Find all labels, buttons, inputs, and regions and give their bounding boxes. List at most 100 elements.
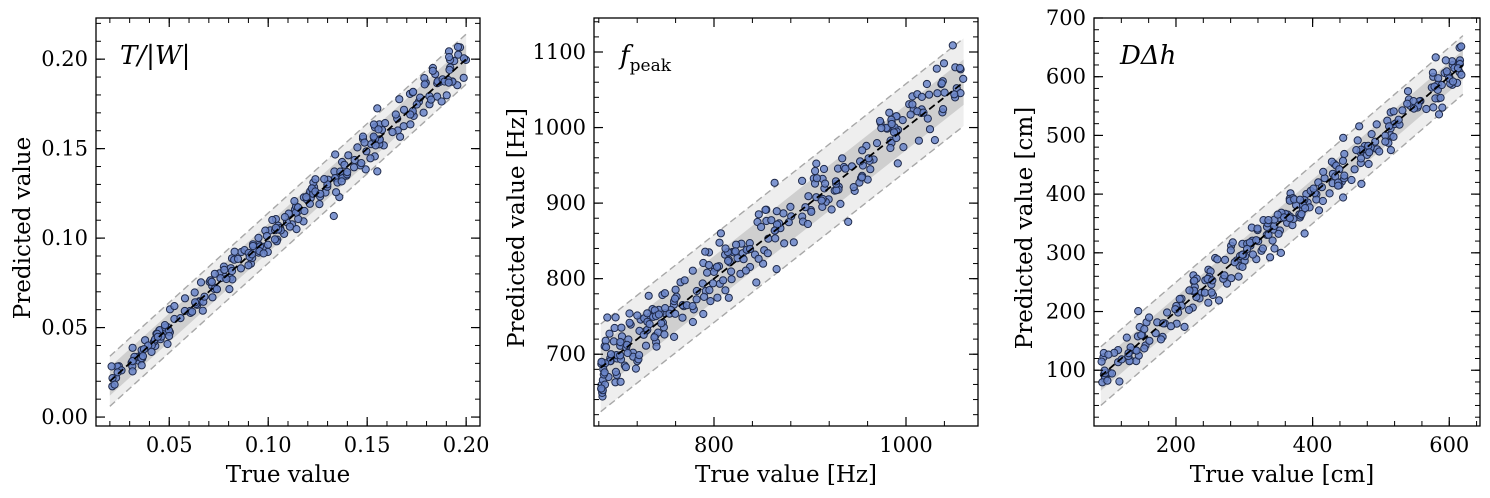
outer-band-upper-line [600, 37, 965, 325]
data-point [811, 166, 820, 176]
y-tick-label: 200 [1046, 300, 1086, 324]
data-point [752, 278, 761, 287]
data-point [877, 124, 886, 133]
data-point [198, 306, 207, 315]
data-point [420, 80, 429, 89]
data-point [1339, 133, 1348, 142]
data-point [670, 294, 680, 303]
x-tick-label: 0.15 [344, 433, 391, 457]
data-point [191, 298, 200, 307]
plot-frame [593, 17, 979, 427]
data-point [1107, 369, 1117, 378]
y-tick-label: 0.15 [41, 137, 88, 161]
data-point [959, 74, 968, 84]
data-point [1335, 165, 1344, 174]
data-point [605, 329, 614, 338]
data-point [259, 249, 268, 258]
data-point [731, 247, 740, 256]
data-point [1185, 286, 1194, 295]
data-point [315, 200, 324, 209]
data-point [757, 222, 766, 232]
data-point [1372, 120, 1381, 129]
data-point [645, 320, 654, 329]
data-point [1386, 146, 1395, 155]
outer-band-lower-line [1100, 93, 1464, 406]
panel-title: T/|W| [120, 41, 190, 71]
data-point [1409, 104, 1418, 113]
data-point [210, 269, 219, 278]
data-point [399, 105, 409, 114]
data-point [732, 240, 741, 249]
data-point [1253, 224, 1262, 233]
data-point [374, 125, 383, 134]
y-tick-label: 600 [1046, 65, 1086, 89]
data-point [1389, 132, 1398, 141]
data-point [798, 176, 807, 185]
data-point [1200, 288, 1209, 297]
data-point [652, 342, 661, 351]
data-point [1453, 64, 1463, 73]
data-point [1347, 175, 1356, 185]
data-point [670, 332, 679, 341]
data-point [180, 294, 190, 303]
data-point [1442, 67, 1451, 76]
data-point [1122, 333, 1131, 342]
data-point [1268, 236, 1277, 245]
data-point [1403, 87, 1413, 96]
data-point [1145, 313, 1154, 322]
data-point [727, 267, 736, 276]
data-point [1319, 167, 1328, 176]
data-point [147, 347, 156, 356]
data-point [170, 302, 179, 311]
data-point [399, 122, 408, 131]
data-point [360, 138, 369, 147]
data-point [804, 192, 813, 201]
data-point [1097, 357, 1106, 366]
data-point [866, 165, 875, 174]
data-point [872, 139, 882, 148]
data-point [1334, 181, 1343, 190]
data-point [786, 202, 795, 211]
plot-area [107, 33, 471, 407]
data-point [128, 367, 137, 376]
data-point [263, 240, 272, 249]
data-point [1434, 74, 1443, 83]
data-point [1437, 80, 1446, 90]
data-point [138, 352, 148, 361]
data-point [597, 357, 606, 366]
data-point [230, 247, 239, 256]
data-point [1309, 184, 1318, 193]
data-point [886, 143, 895, 153]
data-point [770, 178, 779, 187]
data-point [914, 136, 923, 145]
x-tick-label: 600 [1429, 433, 1469, 457]
data-point [597, 384, 606, 393]
data-point [606, 350, 616, 359]
data-point [1398, 106, 1407, 115]
data-point [660, 289, 669, 298]
data-point [445, 65, 454, 75]
y-axis-label: Predicted value [10, 137, 36, 319]
data-point [761, 205, 770, 214]
data-point [409, 87, 418, 97]
y-tick-label: 0.10 [41, 226, 88, 250]
data-point [1297, 210, 1306, 219]
data-point [366, 154, 375, 163]
data-point [1264, 216, 1273, 225]
data-point [955, 64, 965, 73]
data-point [1156, 335, 1166, 344]
data-point [1318, 196, 1327, 206]
data-point [671, 285, 680, 294]
data-point [320, 175, 329, 184]
data-point [1227, 274, 1236, 283]
data-point [857, 173, 866, 182]
y-axis-label: Predicted value [Hz] [504, 108, 530, 348]
data-point [1175, 294, 1184, 304]
data-point [1325, 189, 1334, 198]
panel-title: DΔh [1119, 41, 1176, 71]
data-point [771, 234, 780, 243]
data-point [1140, 344, 1149, 353]
data-point [623, 348, 632, 358]
data-point [373, 104, 382, 113]
